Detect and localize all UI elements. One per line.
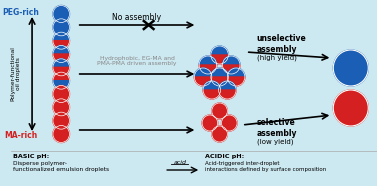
Text: MA-rich: MA-rich	[4, 132, 37, 140]
Wedge shape	[203, 81, 221, 90]
Wedge shape	[194, 68, 212, 77]
Wedge shape	[53, 41, 69, 49]
Wedge shape	[53, 59, 69, 67]
Text: Hydrophobic, EG-MA and
PMA-PMA driven assembly: Hydrophobic, EG-MA and PMA-PMA driven as…	[97, 56, 177, 66]
Circle shape	[333, 50, 368, 86]
Wedge shape	[53, 67, 69, 76]
Text: Disperse polymer-
functionalized emulsion droplets: Disperse polymer- functionalized emulsio…	[13, 161, 109, 172]
Circle shape	[53, 86, 69, 102]
Text: Acid-triggered inter-droplet
interactions defined by surface composition: Acid-triggered inter-droplet interaction…	[205, 161, 326, 172]
Circle shape	[53, 19, 69, 36]
Wedge shape	[53, 54, 69, 62]
Wedge shape	[219, 81, 236, 90]
Text: No assembly: No assembly	[112, 12, 162, 22]
Wedge shape	[222, 65, 240, 74]
Text: acid: acid	[173, 160, 186, 164]
Text: PEG-rich: PEG-rich	[2, 7, 39, 17]
Circle shape	[333, 90, 368, 126]
Wedge shape	[211, 55, 228, 64]
Text: unselective
assembly: unselective assembly	[256, 34, 306, 54]
Text: Polymer-functional
oil droplets: Polymer-functional oil droplets	[10, 46, 21, 101]
Wedge shape	[227, 68, 245, 77]
Circle shape	[53, 126, 69, 142]
Wedge shape	[199, 65, 217, 74]
Circle shape	[222, 115, 237, 131]
Wedge shape	[211, 77, 228, 86]
Wedge shape	[222, 56, 240, 65]
Text: ACIDIC pH:: ACIDIC pH:	[205, 154, 244, 159]
Wedge shape	[219, 90, 236, 99]
Circle shape	[202, 115, 218, 131]
Circle shape	[212, 126, 227, 142]
Text: (high yield): (high yield)	[256, 55, 296, 61]
Text: selective
assembly: selective assembly	[256, 118, 297, 138]
Wedge shape	[194, 77, 212, 86]
Text: BASIC pH:: BASIC pH:	[13, 154, 49, 159]
Wedge shape	[199, 56, 217, 65]
Circle shape	[53, 6, 69, 23]
Wedge shape	[203, 90, 221, 99]
Text: (low yield): (low yield)	[256, 139, 293, 145]
Circle shape	[212, 103, 227, 119]
Wedge shape	[53, 72, 69, 81]
Wedge shape	[53, 32, 69, 41]
Wedge shape	[53, 46, 69, 54]
Wedge shape	[211, 46, 228, 55]
Circle shape	[53, 99, 69, 116]
Wedge shape	[227, 77, 245, 86]
Circle shape	[53, 112, 69, 129]
Wedge shape	[53, 81, 69, 89]
Wedge shape	[211, 68, 228, 77]
